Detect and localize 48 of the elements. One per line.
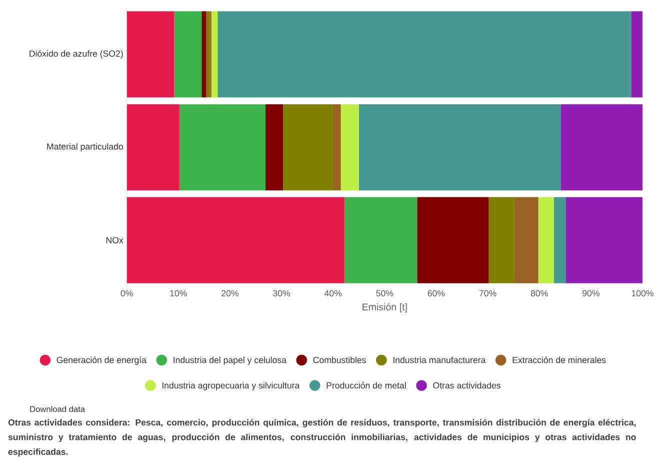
legend-label: Combustibles bbox=[313, 356, 366, 364]
bar bbox=[514, 197, 538, 284]
bar bbox=[283, 104, 333, 190]
bar bbox=[538, 197, 554, 284]
y-tick-label: Material particulado bbox=[47, 143, 123, 152]
text: Otras actividades considera: Pesca, comercio, producción química, gestión de residuos, transporte, transmisión distribución de energía eléctrica, suministro y tratamiento de aguas, producción de alimentos, construcción inmobiliarias, actividades de municipios y otras actividades no especificadas. bbox=[8, 419, 636, 457]
legend-label: Producción de metal bbox=[326, 382, 406, 389]
bar bbox=[126, 11, 174, 98]
x-tick-label: 0% bbox=[120, 290, 133, 297]
bar bbox=[332, 104, 341, 190]
bar bbox=[211, 11, 218, 98]
legend-label: Generación de energía bbox=[56, 356, 146, 365]
y-tick-label: Dióxido de azufre (SO2) bbox=[30, 50, 123, 59]
bar bbox=[179, 104, 266, 190]
bar bbox=[126, 104, 180, 190]
x-tick-label: 60% bbox=[428, 290, 445, 297]
x-tick-label: 80% bbox=[530, 290, 548, 297]
x-tick-label: 10% bbox=[170, 290, 187, 297]
bar bbox=[202, 11, 206, 98]
bar bbox=[266, 104, 284, 190]
x-tick-label: 90% bbox=[582, 290, 600, 297]
legend-label: Industria agropecuaria y silvicultura bbox=[162, 382, 300, 390]
x-tick-label: 100% bbox=[632, 290, 654, 297]
bar bbox=[554, 197, 566, 284]
bar bbox=[488, 197, 514, 284]
bar bbox=[417, 197, 489, 284]
bar bbox=[561, 104, 642, 190]
bar bbox=[174, 11, 202, 98]
legend-label: Industria del papel y celulosa bbox=[174, 356, 286, 365]
bar bbox=[344, 197, 418, 284]
legend-label: Extracción de minerales bbox=[512, 356, 606, 364]
x-tick-label: 40% bbox=[324, 290, 342, 297]
x-tick-label: 30% bbox=[273, 290, 290, 297]
bar bbox=[340, 104, 359, 190]
x-tick-label: 50% bbox=[376, 290, 394, 297]
bar bbox=[631, 11, 642, 98]
legend-label: Industria manufacturera bbox=[393, 356, 486, 364]
bar bbox=[358, 104, 562, 190]
bar bbox=[206, 11, 210, 98]
bar bbox=[126, 197, 344, 284]
legend-label: Otras actividades bbox=[433, 382, 500, 389]
x-tick-label: 20% bbox=[222, 290, 238, 297]
x-axis-title: Emisión [t] bbox=[362, 303, 407, 312]
text: Download data bbox=[30, 406, 86, 412]
bar bbox=[566, 197, 642, 284]
x-tick-label: 70% bbox=[479, 290, 496, 297]
y-tick-label: NOx bbox=[106, 237, 124, 244]
bar bbox=[218, 11, 632, 98]
